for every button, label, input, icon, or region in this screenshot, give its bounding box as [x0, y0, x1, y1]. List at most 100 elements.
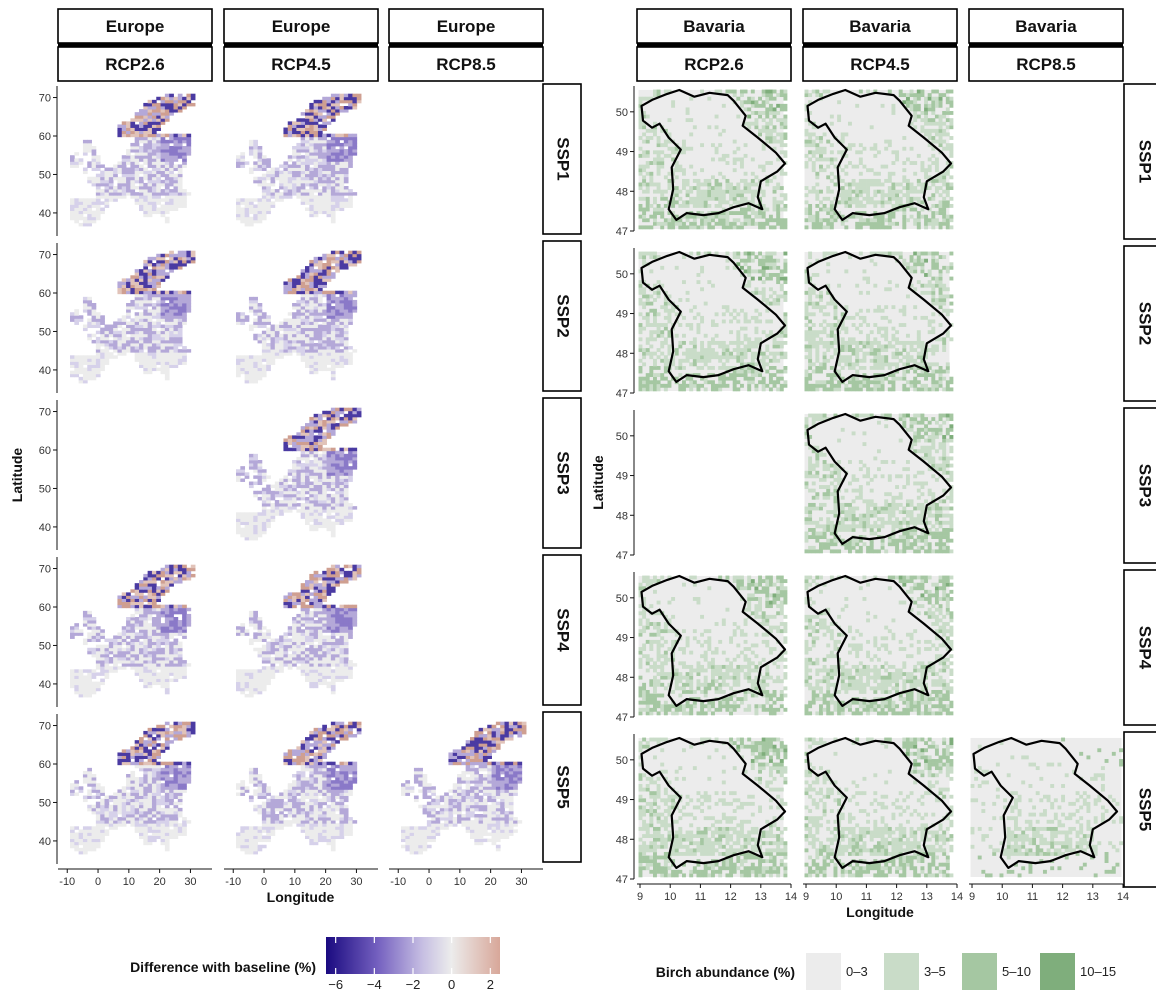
map-cell	[182, 355, 187, 359]
map-cell	[261, 678, 267, 683]
map-cell	[134, 198, 140, 202]
map-cell	[173, 807, 179, 812]
map-cell	[339, 647, 345, 652]
map-cell	[279, 493, 284, 498]
map-cell	[309, 472, 315, 476]
map-cell	[78, 847, 84, 852]
map-cell	[339, 626, 345, 630]
map-cell	[147, 638, 153, 643]
map-cell	[126, 786, 131, 790]
map-cell	[317, 460, 323, 464]
map-cell	[317, 487, 323, 492]
map-cell	[266, 650, 271, 655]
map-cell	[279, 484, 284, 489]
map-cell	[322, 518, 327, 522]
map-cell	[134, 327, 140, 332]
map-cell	[352, 663, 358, 667]
map-cell	[134, 829, 140, 833]
map-cell	[292, 435, 297, 439]
map-cell	[292, 173, 297, 178]
map-cell	[143, 770, 149, 775]
map-cell	[292, 321, 297, 325]
map-cell	[156, 333, 161, 338]
map-cell	[87, 146, 92, 150]
map-cell	[248, 681, 254, 686]
map-cell	[143, 620, 149, 624]
map-cell	[91, 617, 97, 621]
map-cell	[317, 164, 323, 168]
map-cell	[100, 644, 105, 649]
map-cell	[134, 318, 140, 322]
map-cell	[82, 303, 88, 307]
map-cell	[300, 444, 306, 449]
map-cell	[279, 641, 284, 646]
map-cell	[156, 607, 161, 612]
map-cell	[169, 573, 174, 578]
map-cell	[130, 339, 136, 344]
map-cell	[113, 321, 118, 325]
map-cell	[313, 149, 319, 153]
map-cell	[164, 687, 170, 692]
map-cell	[95, 660, 101, 664]
map-cell	[126, 626, 131, 630]
map-cell	[335, 250, 340, 255]
map-cell	[182, 820, 187, 824]
map-cell	[279, 487, 284, 492]
map-cell	[352, 349, 358, 353]
map-cell	[139, 623, 144, 627]
map-cell	[309, 629, 315, 633]
map-cell	[78, 318, 84, 322]
map-cell	[177, 303, 183, 307]
map-cell	[147, 284, 153, 289]
map-cell	[326, 312, 332, 316]
map-cell	[248, 521, 254, 526]
map-cell	[339, 447, 345, 452]
map-cell	[108, 669, 114, 673]
map-cell	[164, 327, 170, 332]
map-cell	[309, 339, 315, 344]
map-cell	[177, 577, 183, 581]
map-cell	[117, 167, 123, 172]
map-cell	[309, 650, 315, 655]
map-cell	[326, 306, 332, 310]
map-cell	[330, 638, 336, 643]
map-cell	[100, 817, 105, 821]
map-cell	[305, 638, 310, 643]
map-cell	[169, 767, 174, 772]
map-cell	[164, 801, 170, 806]
map-cell	[300, 170, 306, 175]
map-cell	[177, 795, 183, 800]
map-cell	[313, 158, 319, 162]
map-cell	[95, 195, 101, 199]
map-cell	[261, 207, 267, 212]
map-cell	[147, 598, 153, 603]
map-cell	[164, 786, 170, 790]
map-cell	[261, 506, 267, 510]
map-cell	[151, 158, 157, 162]
map-cell	[143, 139, 149, 144]
map-cell	[134, 610, 140, 615]
map-cell	[151, 598, 157, 603]
map-cell	[126, 592, 131, 596]
map-cell	[279, 490, 284, 495]
map-cell	[236, 315, 241, 319]
map-cell	[317, 617, 323, 621]
map-cell	[156, 752, 161, 756]
map-cell	[156, 764, 161, 769]
map-cell	[177, 737, 183, 741]
map-cell	[143, 786, 149, 790]
map-cell	[121, 327, 127, 332]
map-cell	[274, 487, 280, 492]
map-cell	[95, 346, 101, 350]
map-cell	[279, 657, 284, 661]
map-cell	[261, 644, 267, 649]
map-cell	[300, 343, 306, 347]
map-cell	[82, 358, 88, 362]
map-cell	[169, 795, 174, 800]
map-cell	[326, 493, 332, 498]
map-cell	[147, 130, 153, 135]
map-cell	[164, 207, 170, 212]
map-cell	[130, 330, 136, 335]
map-cell	[147, 155, 153, 159]
